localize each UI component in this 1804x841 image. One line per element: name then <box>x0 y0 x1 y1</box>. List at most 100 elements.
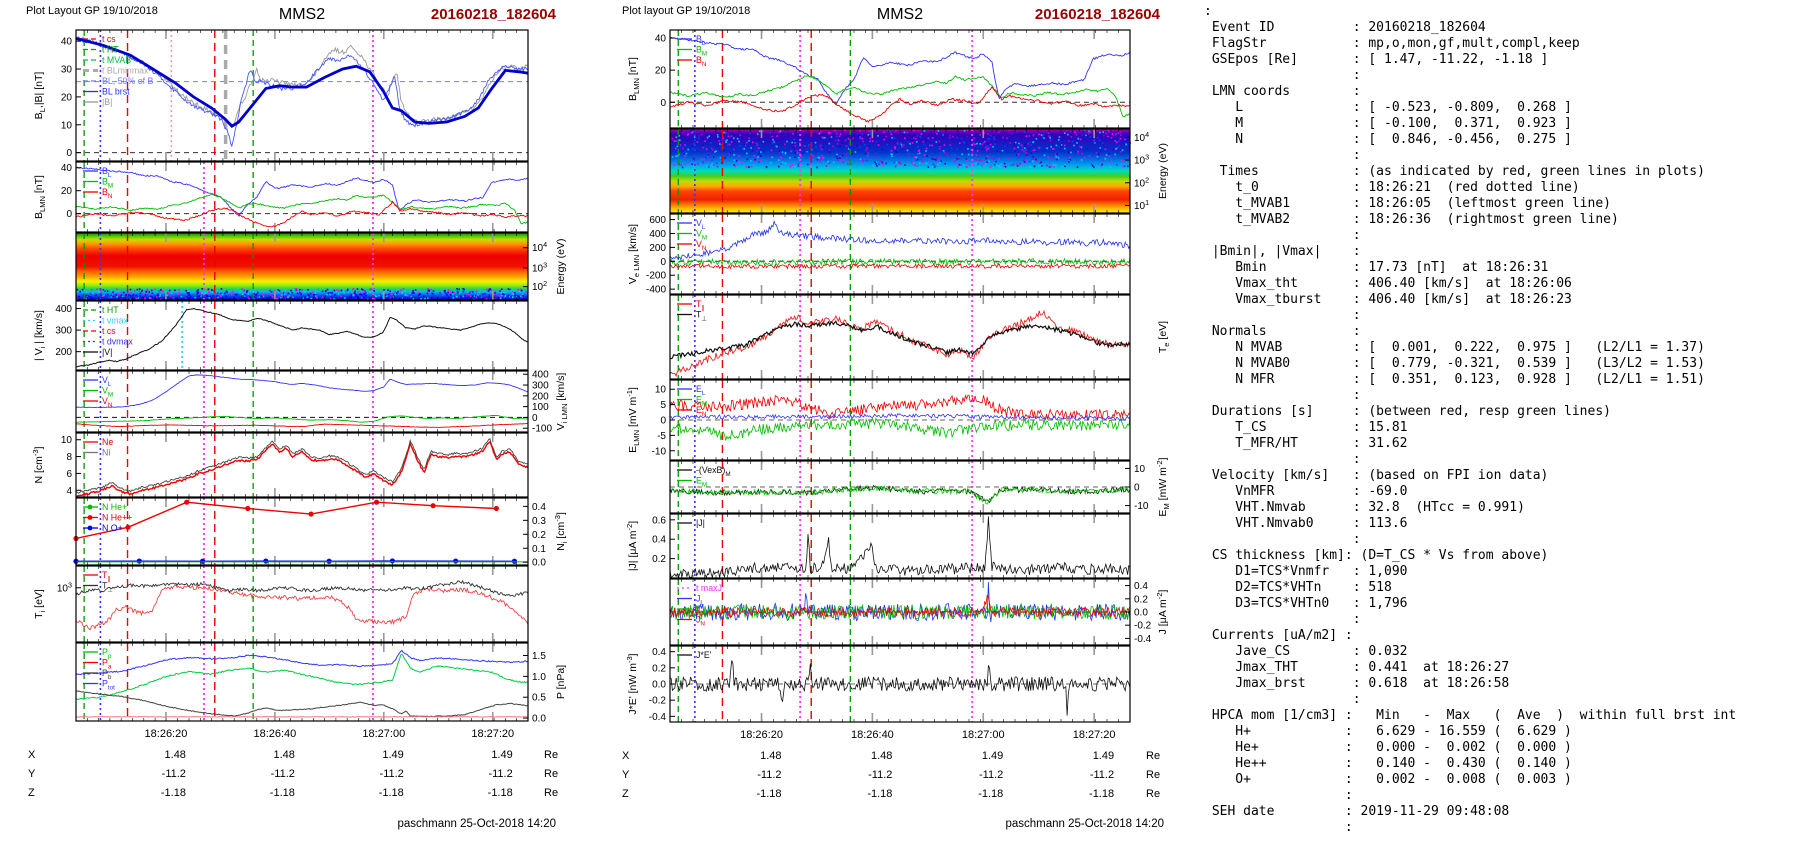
svg-text:1.49: 1.49 <box>491 749 512 761</box>
svg-text:N He++: N He++ <box>102 513 132 523</box>
svg-text:18:26:20: 18:26:20 <box>740 729 783 741</box>
svg-text:1.5: 1.5 <box>532 651 546 662</box>
svg-text:102: 102 <box>532 279 547 293</box>
svg-text:-1.18: -1.18 <box>1089 788 1114 800</box>
svg-text:Y: Y <box>622 769 630 781</box>
svg-text:-10: -10 <box>1134 501 1149 512</box>
panel-electron-spectrogram: 104 103 102 101 Energy (eV) <box>669 128 1169 214</box>
svg-text:0.2: 0.2 <box>1134 594 1148 605</box>
svg-text:1.0: 1.0 <box>532 672 546 683</box>
svg-text:BN: BN <box>102 187 113 200</box>
svg-text:-1.18: -1.18 <box>756 788 781 800</box>
svg-text:BM: BM <box>696 45 707 58</box>
svg-text:100: 100 <box>532 402 549 413</box>
left-plot-title: MMS2 <box>278 6 326 23</box>
svg-text:102: 102 <box>1134 175 1149 189</box>
svg-text:Re: Re <box>1146 750 1160 762</box>
svg-text:Ni: Ni <box>102 448 110 458</box>
svg-text:VN: VN <box>696 239 707 252</box>
svg-text:-1.18: -1.18 <box>379 787 404 799</box>
svg-text:BLMN [nT]: BLMN [nT] <box>33 175 47 219</box>
svg-text:0.0: 0.0 <box>532 558 546 569</box>
svg-text:5: 5 <box>660 400 666 411</box>
svg-text:Z: Z <box>622 788 629 800</box>
svg-text:0: 0 <box>66 148 72 159</box>
svg-text:1.48: 1.48 <box>165 749 186 761</box>
svg-text:N O+: N O+ <box>102 523 123 533</box>
svg-text:Pa: Pa <box>102 658 112 671</box>
svg-text:-0.4: -0.4 <box>1134 634 1152 645</box>
svg-text:0.0: 0.0 <box>1134 608 1148 619</box>
svg-text:t cs: t cs <box>102 34 116 44</box>
svg-text:Re: Re <box>1146 769 1160 781</box>
panel-jdote: -0.4 -0.2 0.0 0.2 0.4 J*E' [nW m-3] J*E' <box>625 645 1131 723</box>
svg-text:t dvmax: t dvmax <box>102 337 133 347</box>
svg-text:| Vi | [km/s]: | Vi | [km/s] <box>33 310 47 361</box>
svg-text:VL: VL <box>696 218 706 231</box>
panel-ti: 103 Ti [eV] T∥T⊥ <box>33 565 529 643</box>
panel-j-mag: 0.2 0.4 0.6 |J| [μA m-2] |J| <box>625 513 1131 579</box>
svg-text:Z: Z <box>28 787 35 799</box>
svg-text:-1.18: -1.18 <box>867 788 892 800</box>
svg-text:10: 10 <box>655 385 667 396</box>
svg-text:18:26:40: 18:26:40 <box>851 729 894 741</box>
svg-text:300: 300 <box>55 326 72 337</box>
svg-text:Ptot: Ptot <box>102 679 115 692</box>
svg-text:Re: Re <box>544 787 558 799</box>
svg-text:Vi LMN [km/s]: Vi LMN [km/s] <box>555 373 569 431</box>
svg-text:4: 4 <box>66 486 72 497</box>
panel-ion-spectrogram: 104 103 102 Energy (eV) <box>75 232 567 302</box>
svg-text:Re: Re <box>1146 788 1160 800</box>
svg-text:20: 20 <box>655 66 667 77</box>
svg-text:-11.2: -11.2 <box>979 769 1003 781</box>
svg-text:18:27:00: 18:27:00 <box>362 728 405 740</box>
svg-text:J*E' [nW m-3]: J*E' [nW m-3] <box>625 653 639 714</box>
svg-text:t HT: t HT <box>102 305 119 315</box>
svg-text:0.5: 0.5 <box>532 693 546 704</box>
svg-text:40: 40 <box>655 34 667 45</box>
svg-text:-11.2: -11.2 <box>757 769 781 781</box>
svg-text:0: 0 <box>1134 483 1140 494</box>
svg-text:-1.18: -1.18 <box>270 787 295 799</box>
svg-text:ELMN [mV m-1]: ELMN [mV m-1] <box>625 387 641 453</box>
svg-text:400: 400 <box>55 304 72 315</box>
svg-text:-1.18: -1.18 <box>488 787 513 799</box>
svg-text:1.48: 1.48 <box>760 750 781 762</box>
svg-text:t BLminmax: t BLminmax <box>102 66 149 76</box>
svg-text:0: 0 <box>660 257 666 268</box>
svg-text:t cs: t cs <box>102 326 116 336</box>
svg-text:0: 0 <box>66 209 72 220</box>
svg-text:0.3: 0.3 <box>532 516 546 527</box>
svg-text:20: 20 <box>61 92 73 103</box>
svg-text:101: 101 <box>1134 198 1149 212</box>
svg-text:J*E': J*E' <box>696 650 712 660</box>
svg-text:0: 0 <box>660 98 666 109</box>
svg-text:Ni [cm-3]: Ni [cm-3] <box>553 512 569 551</box>
svg-text:Energy (eV): Energy (eV) <box>555 238 567 294</box>
svg-text:X: X <box>28 749 36 761</box>
svg-text:-5: -5 <box>657 431 666 442</box>
middle-event-id: 20160218_182604 <box>1034 6 1160 23</box>
svg-text:BLMN [nT]: BLMN [nT] <box>627 57 641 101</box>
svg-text:-11.2: -11.2 <box>868 769 892 781</box>
svg-text:0.4: 0.4 <box>532 502 546 513</box>
svg-text:VN: VN <box>102 396 113 409</box>
svg-text:-100: -100 <box>532 424 552 435</box>
svg-text:-10: -10 <box>652 446 667 457</box>
svg-text:1.48: 1.48 <box>273 749 294 761</box>
svg-text:0: 0 <box>660 416 666 427</box>
svg-text:30: 30 <box>61 65 73 76</box>
panel-minor-ions: 0.0 0.1 0.2 0.3 0.4 Ni [cm-3] N He+N He++N O+ <box>73 497 569 569</box>
svg-text:18:26:40: 18:26:40 <box>253 728 296 740</box>
panel-te: Te [eV] T∥T⊥ <box>669 294 1171 380</box>
svg-text:104: 104 <box>1134 130 1149 144</box>
svg-text:|B|: |B| <box>102 97 112 107</box>
svg-text:Re: Re <box>544 768 558 780</box>
svg-text:-11.2: -11.2 <box>380 768 404 780</box>
middle-footer: paschmann 25-Oct-2018 14:20 <box>1005 818 1164 830</box>
svg-text:T∥: T∥ <box>102 570 111 583</box>
svg-text:0.2: 0.2 <box>652 663 666 674</box>
